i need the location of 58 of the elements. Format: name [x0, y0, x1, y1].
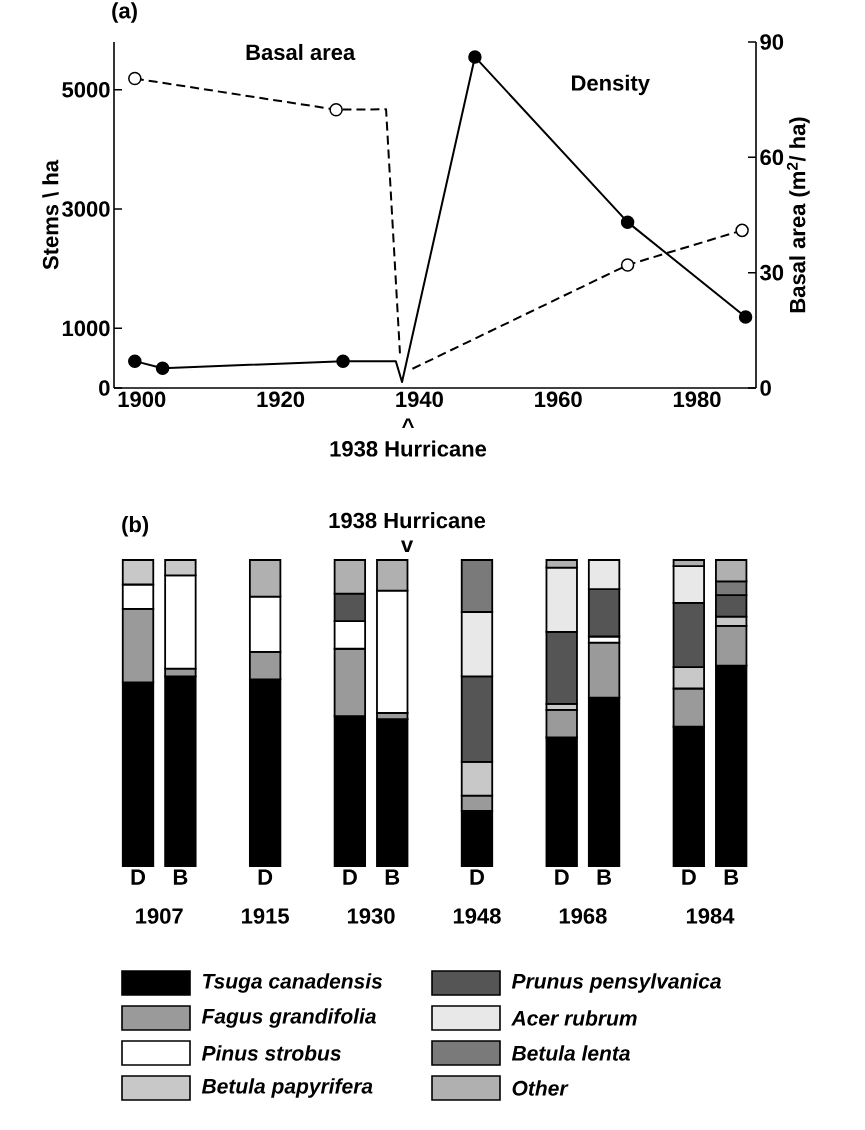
- text: 1984: [686, 908, 735, 924]
- point: [738, 310, 753, 324]
- series-label: Basal area: [246, 43, 356, 61]
- x-tick-label: D: [682, 869, 696, 885]
- point: [155, 361, 170, 376]
- x-tick-label: B: [724, 869, 739, 885]
- legend-label: Betula papyrifera: [201, 1078, 373, 1098]
- point: [735, 223, 749, 238]
- text: 1938 Hurricane: [329, 512, 486, 529]
- y2-axis-title: Basal area (m$^{2}$/ ha): [786, 117, 810, 313]
- legend-label: Acer rubrum: [511, 1010, 637, 1026]
- x-tick-label: 1980: [673, 391, 721, 408]
- point: [336, 354, 350, 368]
- x-tick-label: 1900: [118, 391, 166, 408]
- y2-tick-label: 30: [760, 264, 784, 281]
- legend-label: Pinus strobus: [201, 1045, 341, 1061]
- text: Density: [572, 74, 650, 96]
- x-tick-label: B: [385, 869, 400, 885]
- point: [128, 71, 142, 86]
- bar: [376, 718, 409, 867]
- text: (a): [112, 2, 137, 23]
- text: 1948: [453, 908, 501, 924]
- x-tick-label: D: [131, 869, 146, 885]
- point: [620, 215, 635, 229]
- y2-tick-label: 90: [760, 34, 784, 50]
- y-tick-label: 3000: [62, 201, 110, 217]
- x-tick-label: D: [258, 869, 273, 885]
- text: (b): [122, 516, 149, 537]
- point: [128, 354, 142, 368]
- legend-label: Tsuga canadensis: [203, 973, 383, 993]
- text: 1938 Hurricane: [330, 440, 487, 457]
- x-tick-label: B: [597, 869, 612, 885]
- y-tick-label: 1000: [62, 320, 110, 337]
- x-tick-label: 1920: [257, 391, 305, 408]
- legend-label: Betula lenta: [511, 1045, 630, 1061]
- y2-tick-label: 60: [760, 149, 784, 166]
- x-tick-label: 1960: [535, 391, 582, 408]
- text: 1907: [136, 908, 183, 924]
- x-tick-label: D: [470, 869, 484, 885]
- text: 1930: [347, 908, 395, 924]
- y-axis-title: Stems \ ha: [42, 159, 59, 270]
- legend-label: Other: [512, 1080, 569, 1096]
- x-tick-label: D: [343, 869, 357, 885]
- point: [468, 50, 482, 64]
- legend-label: Prunus pensylvanica: [511, 973, 721, 993]
- text: v: [401, 540, 414, 553]
- y-tick-label: 0: [99, 380, 110, 396]
- y2-tick-label: 0: [760, 380, 771, 396]
- text: 1968: [559, 908, 607, 924]
- y-tick-label: 5000: [62, 81, 110, 98]
- text: ^: [402, 418, 414, 429]
- text: 1915: [242, 908, 289, 924]
- point: [329, 102, 343, 117]
- x-tick-label: B: [173, 869, 188, 885]
- point: [620, 258, 635, 272]
- legend-label: Fagus grandifolia: [201, 1008, 376, 1028]
- x-tick-label: 1940: [396, 391, 443, 408]
- x-tick-label: D: [555, 869, 569, 885]
